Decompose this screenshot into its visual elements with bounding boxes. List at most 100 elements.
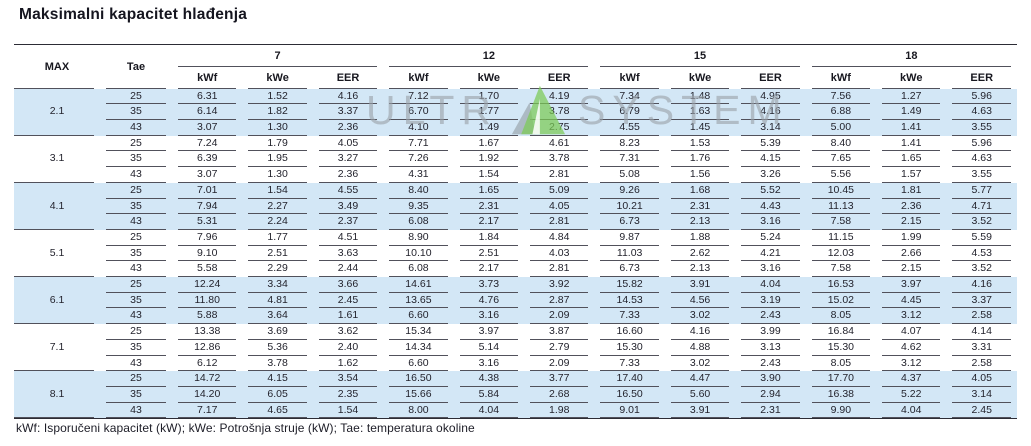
value-cell: 9.10 [172, 246, 242, 262]
value-cell: 3.73 [453, 277, 525, 293]
table-row: 43 6.12 3.78 1.62 6.60 3.16 2.09 7.33 3.02 2.43 8.… [14, 356, 1017, 372]
value-cell: 4.81 [242, 292, 313, 309]
value-cell: 4.38 [453, 371, 525, 387]
value-cell: 4.15 [242, 371, 313, 387]
value-cell: 6.79 [594, 104, 665, 120]
value-cell: 6.73 [594, 261, 664, 277]
value-cell: 7.17 [172, 402, 243, 419]
value-cell: 4.61 [524, 136, 594, 152]
value-cell: 1.77 [453, 104, 525, 120]
value-cell: 3.02 [665, 356, 735, 372]
value-cell: 1.54 [242, 182, 313, 199]
value-cell: 4.84 [524, 230, 594, 246]
value-cell: 9.26 [594, 182, 665, 199]
value-cell: 4.65 [242, 402, 313, 419]
sub-header-eer-15: EER [735, 67, 805, 89]
value-cell: 17.70 [805, 371, 877, 387]
value-cell: 4.63 [946, 151, 1017, 167]
table-row: 43 5.58 2.29 2.44 6.08 2.17 2.81 6.73 2.13 3.16 7.… [14, 261, 1017, 277]
value-cell: 4.16 [946, 277, 1017, 293]
value-cell: 5.84 [453, 386, 525, 403]
value-cell: 1.56 [665, 167, 735, 183]
tae-cell: 25 [100, 88, 172, 105]
value-cell: 2.94 [735, 386, 806, 403]
value-cell: 2.45 [312, 292, 384, 309]
value-cell: 6.05 [242, 386, 313, 403]
value-cell: 6.60 [383, 356, 453, 372]
value-cell: 4.53 [946, 246, 1017, 262]
value-cell: 3.55 [946, 167, 1017, 183]
value-cell: 2.36 [312, 120, 384, 136]
value-cell: 1.76 [665, 151, 735, 167]
value-cell: 3.52 [946, 214, 1017, 230]
value-cell: 3.91 [664, 402, 736, 419]
sub-header-eer-12: EER [524, 67, 594, 89]
value-cell: 2.36 [876, 198, 947, 215]
value-cell: 6.88 [805, 104, 877, 120]
value-cell: 5.39 [735, 136, 805, 152]
value-cell: 9.90 [805, 402, 877, 419]
value-cell: 1.81 [876, 182, 947, 199]
value-cell: 8.90 [383, 230, 453, 246]
value-cell: 3.07 [172, 120, 243, 136]
table-row: 35 7.94 2.27 3.49 9.35 2.31 4.05 10.21 2.31 4.43 1… [14, 198, 1017, 215]
value-cell: 10.45 [805, 182, 877, 199]
value-cell: 16.60 [594, 324, 664, 340]
value-cell: 4.55 [594, 120, 665, 136]
value-cell: 5.56 [806, 167, 876, 183]
value-cell: 9.35 [383, 198, 454, 215]
value-cell: 7.65 [806, 151, 876, 167]
value-cell: 6.14 [172, 104, 243, 120]
value-cell: 16.50 [383, 371, 454, 387]
table-row: 7.1 25 13.38 3.69 3.62 15.34 3.97 3.87 16.60 4.16… [14, 324, 1017, 372]
value-cell: 7.34 [594, 88, 665, 105]
max-cell: 3.1 [14, 136, 100, 183]
value-cell: 7.58 [806, 261, 876, 277]
value-cell: 2.31 [664, 198, 736, 215]
value-cell: 2.31 [735, 402, 806, 419]
value-cell: 2.87 [524, 292, 595, 309]
value-cell: 2.51 [242, 246, 312, 262]
value-cell: 7.71 [383, 136, 453, 152]
col-header-tae: Tae [100, 45, 172, 89]
value-cell: 2.43 [735, 308, 806, 325]
value-cell: 7.33 [594, 308, 665, 325]
sub-header-kwe-18: kWe [876, 67, 946, 89]
page-title: Maksimalni kapacitet hlađenja [19, 6, 248, 23]
value-cell: 3.19 [735, 292, 806, 309]
sub-header-kwf-12: kWf [383, 67, 453, 89]
value-cell: 2.17 [454, 261, 524, 277]
tae-cell: 43 [100, 261, 172, 277]
value-cell: 3.16 [453, 308, 525, 325]
value-cell: 4.04 [735, 277, 806, 293]
value-cell: 15.30 [806, 340, 876, 356]
value-cell: 4.37 [876, 371, 947, 387]
value-cell: 7.12 [383, 88, 454, 105]
table-row: 35 11.80 4.81 2.45 13.65 4.76 2.87 14.53 4.56 3.1… [14, 292, 1017, 309]
value-cell: 5.59 [946, 230, 1017, 246]
value-cell: 5.24 [735, 230, 805, 246]
value-cell: 5.09 [524, 182, 595, 199]
value-cell: 4.04 [876, 402, 947, 419]
value-cell: 2.15 [876, 214, 947, 230]
sub-header-eer-7: EER [313, 67, 383, 89]
table-header: MAX Tae 7 12 15 18 kWf kWe EER kWf kWe E… [14, 45, 1017, 89]
value-cell: 1.49 [453, 120, 525, 136]
table-row: 8.1 25 14.72 4.15 3.54 16.50 4.38 3.77 17.40 4.47… [14, 371, 1017, 419]
value-cell: 5.96 [946, 136, 1017, 152]
value-cell: 16.38 [805, 386, 877, 403]
col-header-max: MAX [14, 45, 100, 89]
value-cell: 1.54 [454, 167, 524, 183]
value-cell: 4.55 [312, 182, 384, 199]
value-cell: 4.19 [524, 88, 595, 105]
value-cell: 4.76 [453, 292, 525, 309]
footnote: kWf: Isporučeni kapacitet (kW); kWe: Pot… [16, 421, 475, 435]
value-cell: 3.78 [524, 104, 595, 120]
sub-header-kwe-15: kWe [665, 67, 735, 89]
table-row: 43 3.07 1.30 2.36 4.31 1.54 2.81 5.08 1.56 3.26 5.… [14, 167, 1017, 183]
value-cell: 3.34 [242, 277, 313, 293]
value-cell: 7.24 [172, 136, 242, 152]
value-cell: 1.27 [876, 88, 947, 105]
sub-header-kwe-12: kWe [454, 67, 524, 89]
